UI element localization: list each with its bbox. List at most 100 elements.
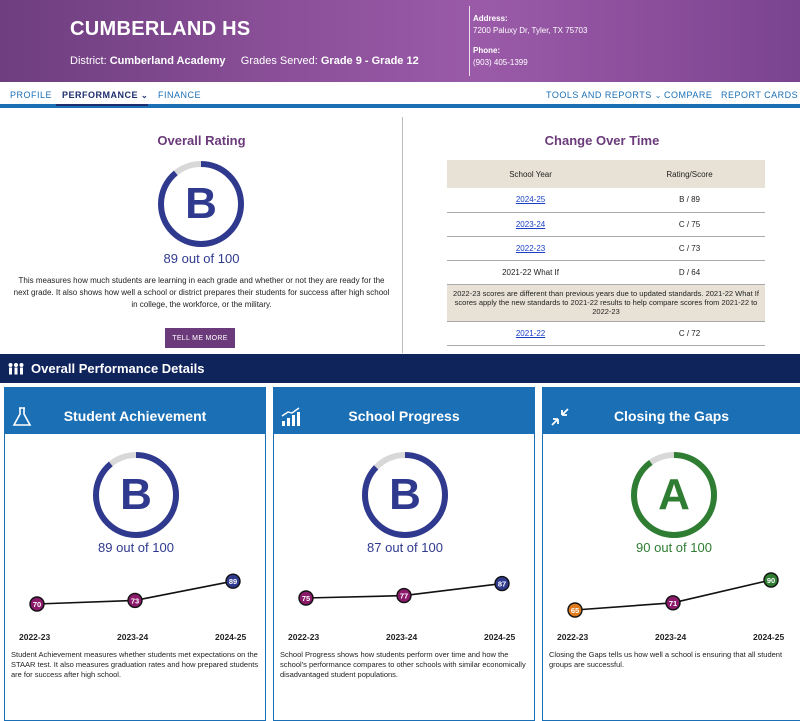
change-over-time-table: School Year Rating/Score 2024-25 B / 89 … [447,160,765,346]
data-point-label: 75 [302,594,310,603]
card-header: Closing the Gaps [543,388,800,434]
overall-score-text: 89 out of 100 [163,251,240,266]
data-point-marker [567,602,583,618]
data-point: 90 [763,572,779,588]
nav-tools-and-reports[interactable]: TOOLS AND REPORTS ⌄ [546,90,662,100]
people-group-icon [8,363,24,375]
district-name: Cumberland Academy [109,55,226,67]
data-point: 75 [298,590,314,606]
data-point-marker [298,590,314,606]
year-link-2024-25[interactable]: 2024-25 [515,195,546,205]
card-description: Student Achievement measures whether stu… [11,650,259,679]
performance-details-header: Overall Performance Details [0,354,800,383]
data-point: 77 [396,587,412,604]
card-grade-ring: A [631,452,717,538]
card-grade-ring: B [93,452,179,538]
main-nav: PROFILE PERFORMANCE ⌄ FINANCE TOOLS AND R… [0,82,800,110]
data-point-label: 65 [571,606,579,615]
data-point-label: 87 [498,580,506,589]
standards-note: 2022-23 scores are different than previo… [447,284,765,322]
school-header-banner: CUMBERLAND HS District: Cumberland Acade… [0,0,800,82]
data-point-label: 73 [131,596,139,605]
card-description: Closing the Gaps tells us how well a sch… [549,650,783,669]
nav-finance[interactable]: FINANCE [158,90,202,100]
rating-cell: C / 75 [614,212,765,237]
active-tab-indicator [56,104,148,106]
year-label: 2023-24 [117,632,149,642]
card-grade-letter: A [658,470,690,519]
card-score-text: 87 out of 100 [367,540,443,555]
change-over-time-title: Change Over Time [544,133,660,148]
data-point-marker [396,587,412,604]
card-title: School Progress [348,408,460,424]
table-header-row: School Year Rating/Score [447,160,765,188]
card-grade-ring: B [362,452,448,538]
table-row: 2022-23 C / 73 [447,236,765,261]
grades-label: Grades Served: [240,55,318,67]
data-point: 89 [225,573,241,589]
table-row: 2024-25 B / 89 [447,188,765,213]
grades-value: Grade 9 - Grade 12 [320,55,419,67]
rating-cell: C / 73 [614,236,765,261]
phone-label: Phone: [473,46,501,55]
table-note-row: 2022-23 scores are different than previo… [447,284,765,322]
flask-icon [12,407,32,426]
nav-tools-label: TOOLS AND REPORTS [546,90,652,100]
data-point: 87 [494,575,510,592]
year-link-2021-22[interactable]: 2021-22 [515,328,546,338]
year-label: 2022-23 [19,632,51,642]
card-school-progress: School Progress B 87 out of 100 75 77 87 2… [273,387,535,721]
data-point: 65 [567,602,583,618]
chevron-down-icon: ⌄ [724,101,732,110]
data-point-label: 77 [400,592,408,601]
tell-me-more-button[interactable]: TELL ME MORE [165,328,235,348]
nav-performance-label: PERFORMANCE [62,90,139,100]
nav-compare[interactable]: COMPARE [664,90,713,100]
nav-performance[interactable]: PERFORMANCE ⌄ [62,90,148,100]
card-header: Student Achievement [5,388,265,434]
year-label: 2024-25 [484,632,516,642]
district-info: District: Cumberland Academy Grades Serv… [70,55,419,67]
year-label: 2024-25 [215,632,247,642]
card-score-text: 89 out of 100 [98,540,174,555]
data-point-label: 90 [767,576,775,585]
nav-report-cards-label: REPORT CARDS [721,90,799,100]
nav-profile[interactable]: PROFILE [10,90,53,100]
card-title: Closing the Gaps [613,408,730,424]
overall-grade-letter: B [185,179,217,228]
nav-report-cards[interactable]: REPORT CARDS⌄ [721,90,800,110]
data-point-label: 89 [229,577,237,586]
year-link-2022-23[interactable]: 2022-23 [515,243,546,253]
school-name: CUMBERLAND HS [70,18,251,40]
bar-growth-icon [281,407,300,426]
rating-cell: D / 64 [614,260,765,285]
table-row: 2021-22 C / 72 [447,321,765,346]
table-row: 2021-22 What If D / 64 [447,260,765,285]
data-point-marker [29,596,45,612]
arrows-inward-icon [551,408,569,426]
data-point: 73 [127,592,143,609]
data-point-marker [665,595,681,611]
card-trend-chart: 70 73 89 [29,573,241,612]
data-point: 70 [29,596,45,612]
phone-block: Phone: (903) 405-1399 [473,45,528,69]
card-trend-chart: 75 77 87 [298,575,510,606]
column-header-school-year: School Year [447,160,615,188]
district-label: District: [70,55,107,67]
rating-cell: C / 72 [614,321,765,346]
card-description: School Progress shows how students perfo… [280,650,526,679]
year-link-2023-24[interactable]: 2023-24 [515,219,546,229]
overall-description: This measures how much students are lear… [13,276,390,309]
card-score-text: 90 out of 100 [636,540,712,555]
performance-details-title: Overall Performance Details [31,361,205,376]
overall-grade-ring: B [158,161,244,247]
card-header: School Progress [274,388,534,434]
card-title: Student Achievement [63,408,207,424]
phone-value: (903) 405-1399 [473,58,528,67]
card-grade-letter: B [389,470,421,519]
data-point-marker [225,573,241,589]
overall-rating-panel: Overall Rating B 89 out of 100 This meas… [0,117,403,353]
chevron-down-icon: ⌄ [654,91,662,100]
year-label: 2022-23 [288,632,320,642]
card-grade-letter: B [120,470,152,519]
